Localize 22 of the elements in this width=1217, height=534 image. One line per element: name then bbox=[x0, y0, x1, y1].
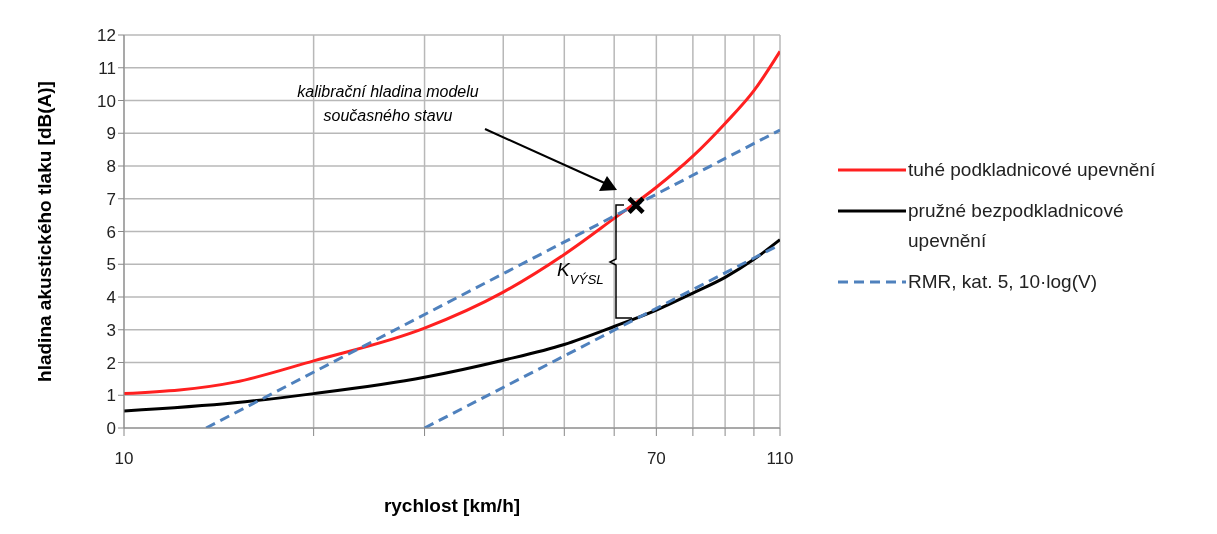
x-axis-title: rychlost [km/h] bbox=[383, 495, 521, 516]
legend-label: RMR, kat. 5, 10·log(V) bbox=[908, 270, 1097, 294]
y-axis-title: hladina akustického tlaku [dB(A)] bbox=[33, 81, 55, 382]
x-tick-label: 70 bbox=[646, 449, 666, 469]
y-tick-label: 11 bbox=[98, 58, 116, 78]
y-tick-label: 0 bbox=[106, 419, 116, 439]
y-tick-label: 2 bbox=[106, 353, 116, 373]
y-tick-label: 6 bbox=[106, 222, 116, 242]
y-tick-label: 3 bbox=[106, 320, 116, 340]
legend-label: tuhé podkladnicové upevnění bbox=[908, 158, 1156, 182]
y-tick-label: 12 bbox=[97, 26, 116, 46]
y-tick-label: 1 bbox=[106, 386, 116, 406]
y-tick-label: 8 bbox=[106, 157, 116, 177]
y-tick-label: 5 bbox=[106, 255, 116, 275]
y-tick-label: 10 bbox=[97, 91, 116, 111]
x-tick-label: 110 bbox=[766, 449, 794, 469]
y-tick-label: 9 bbox=[106, 124, 116, 144]
annotation: kalibrační hladina modelu současného stavu bbox=[297, 83, 479, 124]
y-tick-label: 4 bbox=[106, 288, 116, 308]
y-tick-label: 7 bbox=[106, 189, 116, 209]
annotation: K$_{VÝSL}$ bbox=[557, 259, 604, 287]
legend-label: pružné bezpodkladnicové upevnění bbox=[908, 199, 1125, 253]
